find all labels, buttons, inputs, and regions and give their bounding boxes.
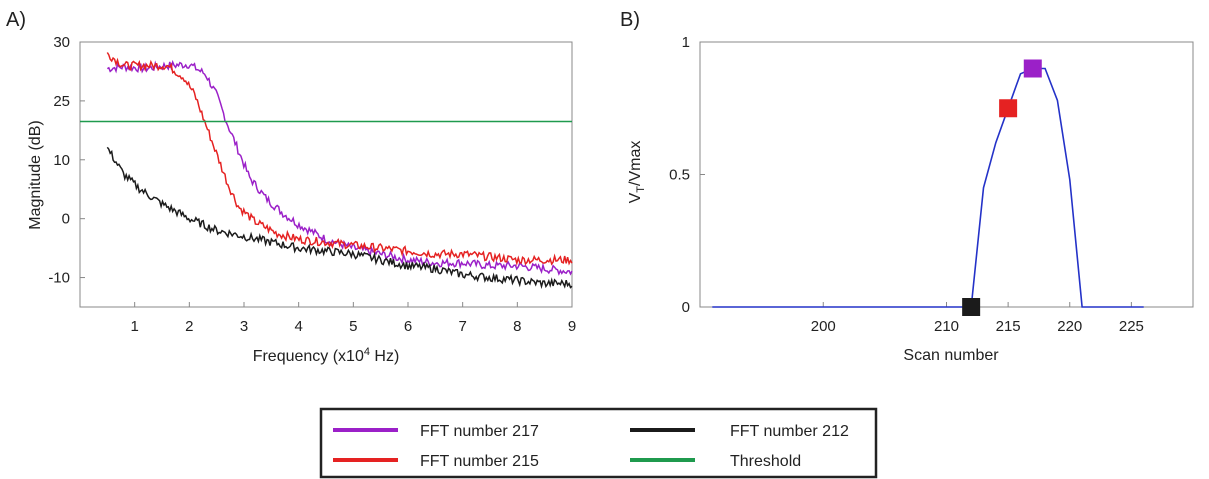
a-ytick-label: 30 — [53, 34, 70, 51]
x-axis-label-a: Frequency (x104 Hz) — [253, 346, 400, 365]
x-axis-label-b: Scan number — [903, 347, 999, 364]
b-ytick-label: 0.5 — [669, 167, 690, 184]
b-xtick-label: 220 — [1057, 318, 1082, 335]
b-xtick-label: 200 — [811, 318, 836, 335]
y-axis-label-a: Magnitude (dB) — [27, 120, 44, 229]
panel-b-label: B) — [620, 9, 640, 31]
a-xtick-label: 8 — [513, 318, 521, 335]
a-ytick-label: 10 — [53, 152, 70, 169]
y-axis-label-b: VT/Vmax — [627, 141, 647, 204]
legend-item-fft-number-217: FFT number 217 — [333, 423, 539, 440]
b-ytick-label: 1 — [682, 34, 690, 51]
a-xtick-label: 4 — [294, 318, 302, 335]
legend-item-threshold: Threshold — [630, 453, 801, 470]
legend-item-fft-number-215: FFT number 215 — [333, 453, 539, 470]
a-xtick-label: 2 — [185, 318, 193, 335]
series-line-fft-number-217 — [106, 59, 573, 276]
series-line-fft-number-215 — [106, 52, 573, 266]
marker-fft-number-212 — [962, 298, 981, 316]
series-line-fft-number-212 — [106, 146, 573, 290]
a-ytick-label: -10 — [48, 270, 70, 287]
a-xtick-label: 1 — [130, 318, 138, 335]
b-xtick-label: 225 — [1119, 318, 1144, 335]
plot-b-frame — [699, 41, 1194, 308]
a-xtick-label: 7 — [458, 318, 466, 335]
b-xtick-label: 210 — [934, 318, 959, 335]
legend-label: FFT number 212 — [730, 423, 849, 440]
b-ytick-label: 0 — [682, 299, 690, 316]
marker-fft-number-215 — [999, 99, 1018, 118]
b-xtick-label: 215 — [996, 318, 1021, 335]
a-xtick-label: 5 — [349, 318, 357, 335]
a-xtick-label: 9 — [568, 318, 576, 335]
a-xtick-label: 6 — [404, 318, 412, 335]
marker-fft-number-217 — [1023, 59, 1042, 78]
legend: FFT number 217 FFT number 212 FFT number 2… — [319, 407, 878, 479]
panel-b: B) 200 210 215 220 225 0 0.5 1 Scan number VT/V… — [620, 9, 1194, 364]
series-line-vt-vmax — [712, 67, 1144, 308]
panel-a: A) 1 2 3 4 5 6 7 8 9 30 25 10 0 -10 Frequency (x104 H… — [6, 9, 576, 365]
legend-box — [319, 407, 878, 479]
legend-label: FFT number 215 — [420, 453, 539, 470]
a-xtick-label: 3 — [240, 318, 248, 335]
legend-label: Threshold — [730, 453, 801, 470]
a-ytick-label: 25 — [53, 93, 70, 110]
plot-a-frame — [79, 41, 573, 308]
panel-a-label: A) — [6, 9, 26, 31]
legend-item-fft-number-212: FFT number 212 — [630, 423, 849, 440]
a-ytick-label: 0 — [62, 211, 70, 228]
legend-label: FFT number 217 — [420, 423, 539, 440]
